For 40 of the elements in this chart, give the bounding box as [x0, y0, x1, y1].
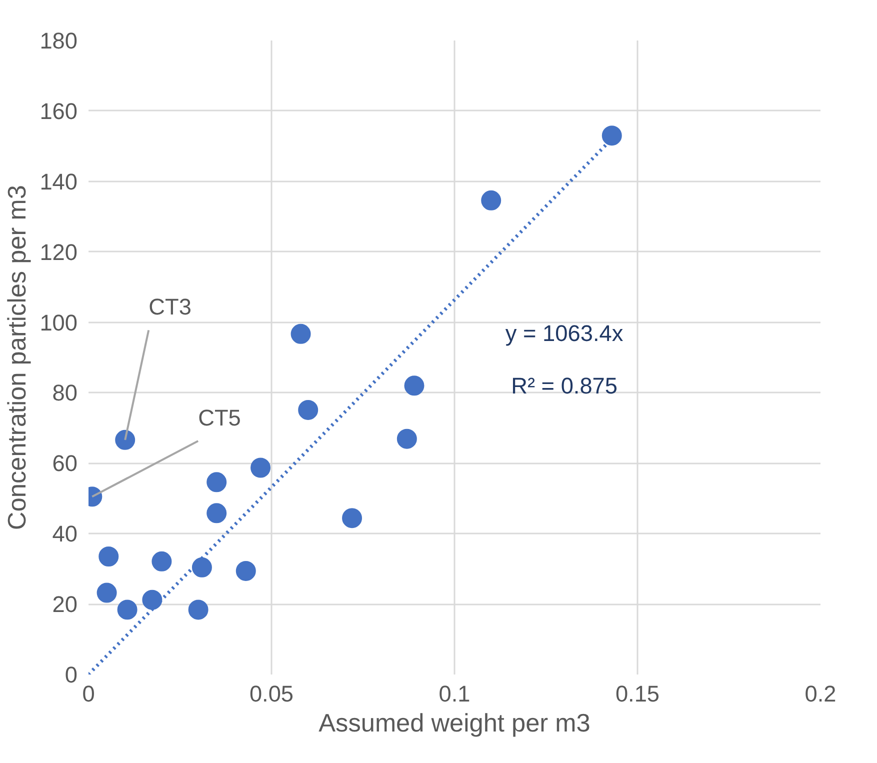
point	[250, 458, 271, 478]
point	[481, 190, 502, 210]
point	[206, 503, 227, 524]
point	[96, 582, 117, 603]
y-tick-label: 20	[52, 591, 78, 618]
point	[152, 551, 172, 572]
point	[115, 430, 136, 450]
x-tick-label: 0.2	[804, 680, 836, 706]
y-tick-label: 140	[40, 168, 78, 194]
annotation: CT3	[148, 294, 192, 320]
point	[396, 428, 417, 449]
point	[602, 126, 622, 146]
y-tick-label: 60	[52, 450, 78, 476]
x-tick-label: 0.1	[438, 680, 470, 706]
point	[290, 324, 311, 344]
annotation: CT5	[198, 404, 241, 430]
annotation: y = 1063.4x	[505, 320, 624, 346]
point	[188, 600, 208, 620]
x-axis-title: Assumed weight per m3	[318, 710, 590, 738]
point	[298, 400, 318, 420]
annotation: R² = 0.875	[511, 372, 618, 399]
point	[342, 508, 362, 528]
point	[404, 376, 424, 396]
y-tick-label: 120	[40, 238, 78, 265]
point	[117, 600, 138, 620]
point	[236, 560, 256, 581]
y-tick-label: 180	[40, 28, 78, 54]
x-tick-label: 0	[82, 680, 95, 706]
point	[98, 546, 119, 566]
point	[192, 557, 212, 578]
point	[142, 590, 162, 610]
y-axis-title: Concentration particles per m3	[4, 185, 32, 530]
y-tick-label: 160	[40, 98, 78, 124]
y-tick-label: 80	[52, 380, 78, 406]
point	[206, 472, 227, 492]
x-tick-label: 0.15	[615, 680, 660, 706]
y-tick-label: 40	[52, 520, 78, 547]
y-tick-label: 0	[64, 662, 78, 688]
x-tick-label: 0.05	[249, 680, 294, 706]
y-tick-label: 100	[40, 309, 78, 336]
